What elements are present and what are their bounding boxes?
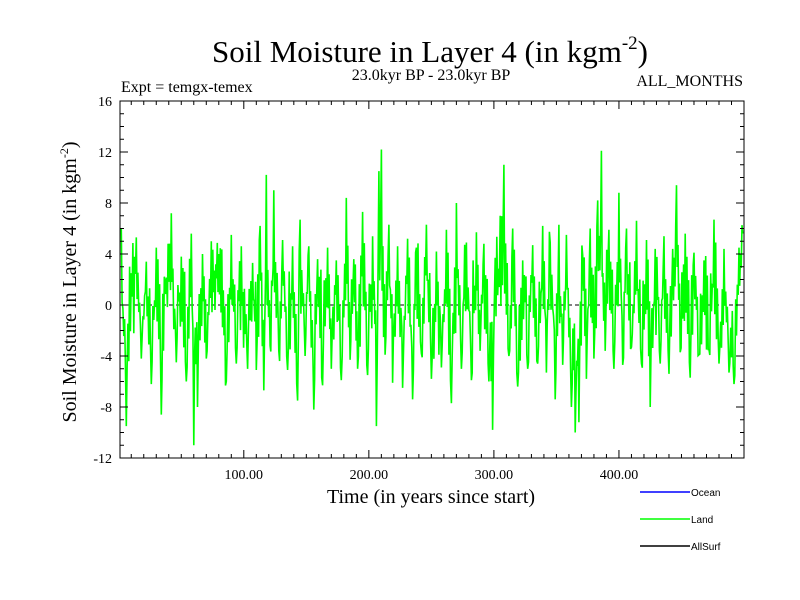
x-tick-label: 100.00 (225, 468, 264, 483)
chart-title: Soil Moisture in Layer 4 (in kgm-2) (212, 33, 648, 69)
x-tick-label: 300.00 (475, 468, 514, 483)
y-tick-label: -8 (100, 401, 112, 416)
series-land-line (120, 149, 744, 446)
axes: -12 -8 -4 0 4 8 12 16 100.00 200.00 300.00 400.00 (93, 95, 745, 483)
legend-label-ocean: Ocean (691, 488, 720, 499)
y-axis-label: Soil Moisture in Layer 4 (in kgm-2) (57, 141, 81, 422)
y-tick-label: -4 (100, 350, 112, 365)
x-tick-label: 400.00 (600, 468, 639, 483)
y-tick-label: 4 (105, 248, 112, 263)
legend-label-allsurf: AllSurf (691, 542, 721, 553)
x-tick-label: 200.00 (350, 468, 389, 483)
plot-area (120, 149, 744, 446)
y-tick-label: 12 (98, 146, 112, 161)
period-label: ALL_MONTHS (636, 73, 743, 90)
legend-label-land: Land (691, 515, 713, 526)
expt-label: Expt = temgx-temex (121, 79, 253, 96)
legend: Ocean Land AllSurf (640, 488, 721, 553)
chart-subtitle: 23.0kyr BP - 23.0kyr BP (352, 67, 511, 84)
x-axis-label: Time (in years since start) (327, 486, 535, 508)
y-tick-label: 0 (105, 299, 112, 314)
y-tick-label: 16 (98, 95, 112, 110)
y-tick-label: -12 (93, 452, 112, 467)
y-tick-label: 8 (105, 197, 112, 212)
